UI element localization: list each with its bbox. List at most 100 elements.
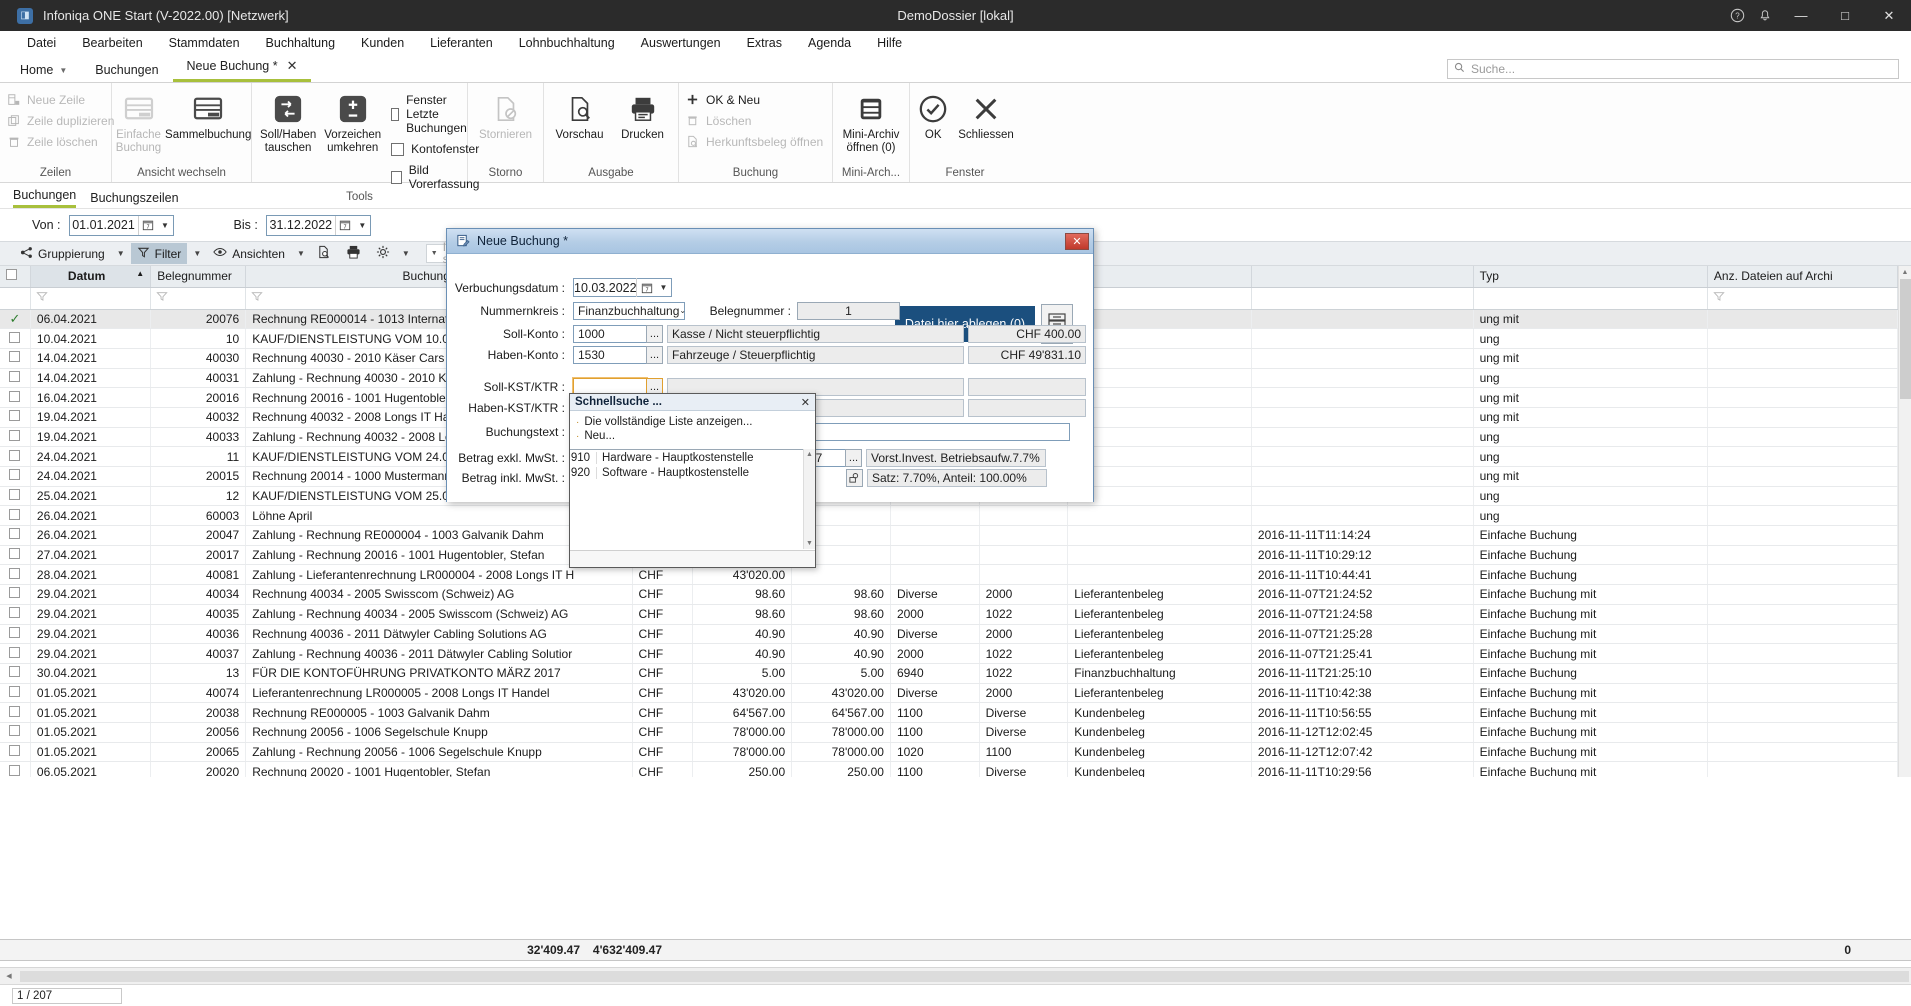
row-select-checkbox[interactable] [0,368,31,389]
checkbox-icon[interactable] [9,646,21,658]
von-date-value[interactable]: 01.01.2021 [72,218,135,232]
ribbon-herkunftsbeleg-button[interactable]: Herkunftsbeleg öffnen [685,134,823,149]
row-select-checkbox[interactable] [0,683,31,704]
table-row[interactable]: 29.04.2021 40035 Zahlung - Rechnung 40034 … [0,604,1899,625]
checkbox-icon[interactable] [9,626,21,638]
maximize-button[interactable]: □ [1841,8,1849,23]
checkbox-icon[interactable] [9,725,21,737]
soll-konto-lookup-button[interactable]: ... [646,324,663,343]
col-datum[interactable]: Datum ▲ [30,266,152,288]
grid-vertical-scrollbar[interactable]: ▲ [1898,266,1911,777]
row-select-checkbox[interactable] [0,545,31,566]
row-select-checkbox[interactable]: ✓ [0,309,31,330]
von-date-dropdown-icon[interactable]: ▼ [161,220,169,230]
col-zeitstempel[interactable] [1251,266,1474,288]
col-belegnummer[interactable]: Belegnummer [150,266,247,288]
checkbox-icon[interactable] [9,567,21,579]
scroll-down-icon[interactable]: ▼ [806,540,813,547]
ribbon-drucken-button[interactable]: Drucken [613,89,672,145]
row-select-checkbox[interactable] [0,564,31,586]
row-select-checkbox[interactable] [0,761,31,777]
col-anz-dateien[interactable]: Anz. Dateien auf Archi [1707,266,1899,288]
ribbon-einfache-buchung-button[interactable]: Einfache Buchung [114,89,163,158]
col-belegtyp[interactable] [1067,266,1252,288]
menu-item-agenda[interactable]: Agenda [808,35,852,50]
filter-cell-datum[interactable] [30,287,152,310]
ribbon-soll-haben-tauschen-button[interactable]: Soll/Haben tauschen [258,89,318,158]
von-date-field[interactable]: 01.01.2021 7 ▼ [68,214,174,236]
menu-item-lohnbuchhaltung[interactable]: Lohnbuchhaltung [518,35,615,50]
row-select-checkbox[interactable] [0,584,31,605]
filter-cell-dateien[interactable] [1707,287,1899,310]
ribbon-loeschen-button[interactable]: Löschen [685,113,823,128]
haben-konto-input[interactable]: 1530 [573,345,647,364]
row-select-checkbox[interactable] [0,328,31,349]
bis-date-value[interactable]: 31.12.2022 [269,218,333,232]
checkbox-icon[interactable] [9,429,21,441]
grouping-dropdown-icon[interactable]: ▼ [116,249,125,258]
notifications-bell-icon[interactable] [1751,0,1779,31]
filter-dropdown-icon[interactable]: ▼ [193,249,202,258]
table-row[interactable]: 27.04.2021 20017 Zahlung - Rechnung 20016 … [0,545,1899,566]
ribbon-new-row-button[interactable]: Neue Zeile [6,92,126,107]
checkbox-icon[interactable] [9,705,21,717]
filter-button[interactable]: Filter [130,243,188,264]
schnellsuche-link-vollstaendige-liste[interactable]: · Die vollständige Liste anzeigen... [570,415,815,429]
filter-cell-beleg[interactable] [150,287,247,310]
table-row[interactable]: 01.05.2021 20056 Rechnung 20056 - 1006 Seg… [0,722,1899,743]
grid-settings-button[interactable] [370,243,396,264]
close-button[interactable]: ✕ [1883,7,1895,23]
table-row[interactable]: 01.05.2021 20038 Rechnung RE000005 - 1003 … [0,702,1899,723]
help-icon[interactable]: ? [1723,0,1751,31]
menu-item-lieferanten[interactable]: Lieferanten [430,35,493,50]
row-select-checkbox[interactable] [0,702,31,723]
row-select-checkbox[interactable] [0,446,31,467]
views-button[interactable]: Ansichten [207,243,291,264]
col-select-all[interactable] [0,266,31,288]
row-select-checkbox[interactable] [0,663,31,684]
checkbox-icon[interactable] [9,528,21,540]
haben-konto-lookup-button[interactable]: ... [646,345,663,364]
row-select-checkbox[interactable] [0,387,31,408]
table-row[interactable]: 29.04.2021 40034 Rechnung 40034 - 2005 Swi… [0,584,1899,605]
row-select-checkbox[interactable] [0,466,31,487]
table-row[interactable]: 06.05.2021 20020 Rechnung 20020 - 1001 Hug… [0,761,1899,777]
chevron-down-icon[interactable]: ▼ [59,65,68,75]
subtab-buchungen[interactable]: Buchungen [13,188,77,208]
grid-print-button[interactable] [340,243,367,264]
checkbox-icon[interactable] [391,170,402,184]
row-select-checkbox[interactable] [0,427,31,448]
ribbon-ok-neu-button[interactable]: OK & Neu [685,92,823,107]
row-select-checkbox[interactable] [0,525,31,546]
calendar-icon[interactable]: 7 [334,215,355,235]
ribbon-stornieren-button[interactable]: Stornieren [474,89,537,145]
hscroll-thumb[interactable] [20,970,1909,982]
col-typ[interactable]: Typ [1473,266,1708,288]
filter-cell-typ[interactable] [1473,287,1708,310]
scroll-up-icon[interactable]: ▲ [1901,269,1909,276]
ribbon-delete-row-button[interactable]: Zeile löschen [6,134,126,149]
table-row[interactable]: 29.04.2021 40036 Rechnung 40036 - 2011 Dät… [0,624,1899,645]
checkbox-icon[interactable] [391,142,405,156]
menu-item-auswertungen[interactable]: Auswertungen [640,35,721,50]
bis-date-dropdown-icon[interactable]: ▼ [358,220,367,230]
checkbox-icon[interactable] [9,370,21,382]
table-row[interactable]: 01.05.2021 20065 Zahlung - Rechnung 20056 … [0,742,1899,763]
grouping-button[interactable]: Gruppierung [14,243,111,264]
table-row[interactable]: 28.04.2021 40081 Zahlung - Lieferantenrech… [0,564,1899,586]
menu-item-buchhaltung[interactable]: Buchhaltung [265,35,336,50]
row-select-checkbox[interactable] [0,604,31,625]
checkbox-icon[interactable] [9,469,21,481]
tab-neue-buchung[interactable]: Neue Buchung * ✕ [172,54,312,82]
menu-item-bearbeiten[interactable]: Bearbeiten [82,35,143,50]
ribbon-check-fenster-letzte-buchungen[interactable]: Fenster Letzte Buchungen [391,93,482,135]
checkbox-icon[interactable] [9,548,21,560]
checkbox-icon[interactable] [9,351,21,363]
tab-home[interactable]: Home ▼ [6,59,81,82]
ribbon-ok-button[interactable]: OK [914,89,952,145]
scrollbar-thumb[interactable] [1900,279,1911,399]
mwst-settings-button[interactable] [846,468,863,487]
ribbon-schliessen-button[interactable]: Schliessen [956,89,1016,145]
verbuchungsdatum-value[interactable]: 10.03.2022 [574,280,637,295]
